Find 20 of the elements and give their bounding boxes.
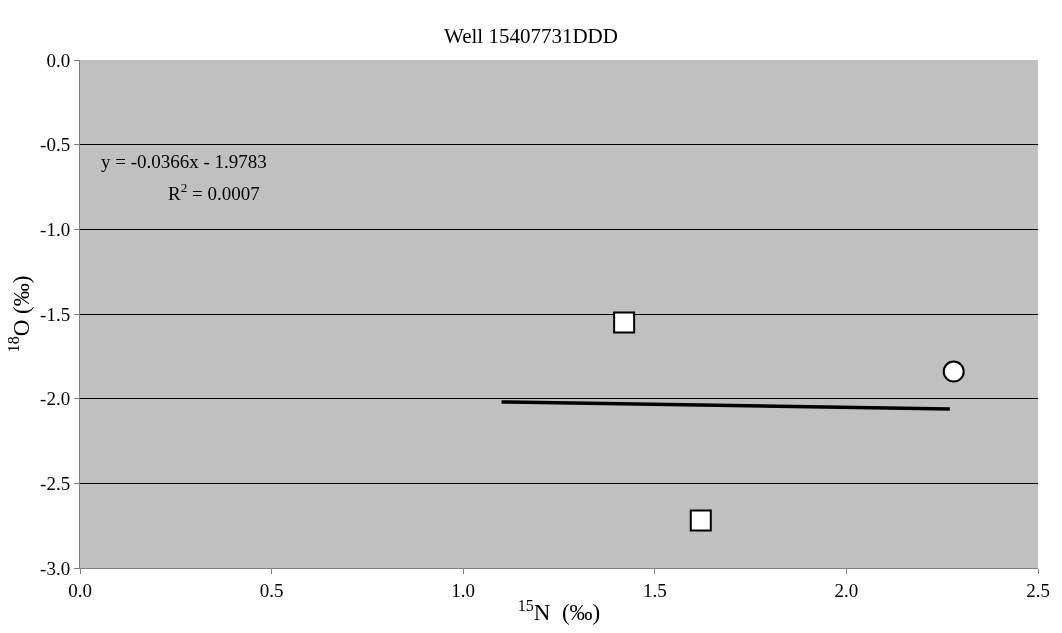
point: [689, 509, 712, 532]
x-axis-title: $^{15}$N (‰): [517, 596, 601, 626]
point: [613, 311, 636, 334]
chart-title: Well 15407731DDD: [444, 24, 618, 49]
y-tick-label: -1.0: [40, 218, 71, 240]
y-tick-label: 0.0: [46, 49, 71, 71]
x-tick-label: 0.5: [259, 579, 284, 601]
x-tick-label: 2.0: [834, 579, 859, 601]
y-tick-label: -3.0: [40, 557, 71, 579]
x-tick-label: 0.0: [68, 579, 92, 601]
x-tick-label: 1.0: [451, 579, 476, 601]
y-tick-label: -2.5: [40, 472, 71, 494]
y-tick-label: -2.0: [40, 388, 71, 410]
point: [942, 360, 965, 383]
x-tick-label: 1.5: [642, 579, 667, 601]
annotation: y = -0.0366x - 1.9783: [101, 151, 267, 172]
x-tick-label: 2.5: [1026, 579, 1050, 601]
annotation: R$^{2}$ = 0.0007: [168, 180, 260, 204]
y-tick-label: -0.5: [40, 134, 71, 156]
y-tick-label: -1.5: [40, 303, 71, 325]
